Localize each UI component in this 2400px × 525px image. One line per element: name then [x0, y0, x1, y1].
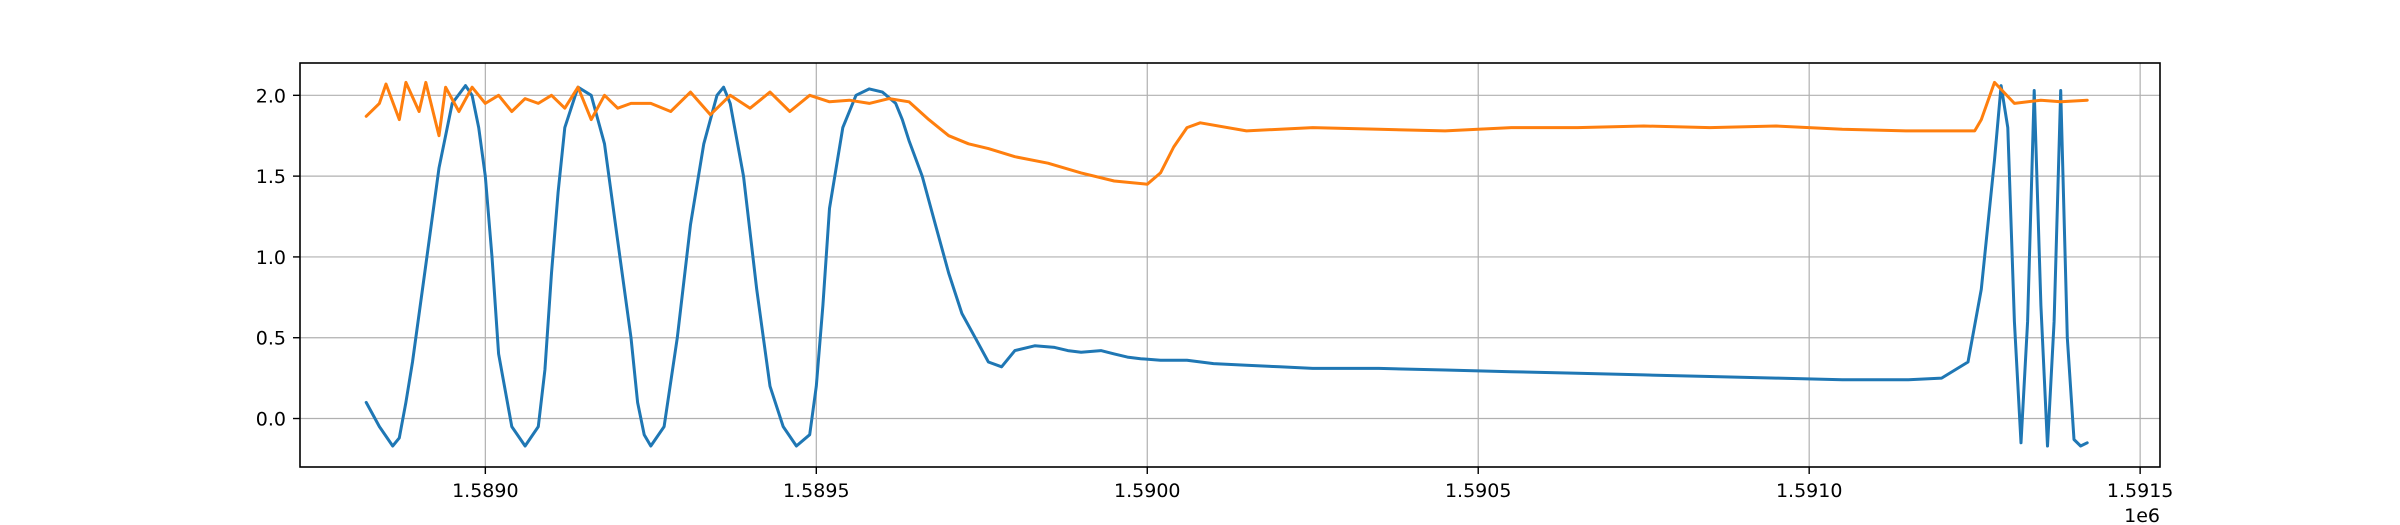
plot-frame [299, 62, 2161, 468]
x-tick-label: 1.5910 [1776, 480, 1842, 502]
grid-lines [300, 63, 2160, 467]
series-line-2 [364, 80, 2089, 186]
series-line-1 [364, 84, 2089, 448]
y-tick-label: 2.0 [256, 85, 286, 107]
x-tick-label: 1.5900 [1114, 480, 1180, 502]
y-tick-label: 0.5 [256, 328, 286, 350]
x-offset-label: 1e6 [2124, 505, 2160, 525]
y-tick-label: 0.0 [256, 409, 286, 431]
x-tick-label: 1.5905 [1445, 480, 1511, 502]
x-tick-label: 1.5895 [783, 480, 849, 502]
axis-ticks: 1.5890 1.5895 1.5900 1.5905 1.5910 1.5915 0.0 0… [256, 85, 2174, 502]
y-tick-label: 1.5 [256, 166, 286, 188]
y-tick-label: 1.0 [256, 247, 286, 269]
series-layer [364, 80, 2089, 448]
x-tick-label: 1.5890 [452, 480, 518, 502]
x-tick-label: 1.5915 [2107, 480, 2173, 502]
